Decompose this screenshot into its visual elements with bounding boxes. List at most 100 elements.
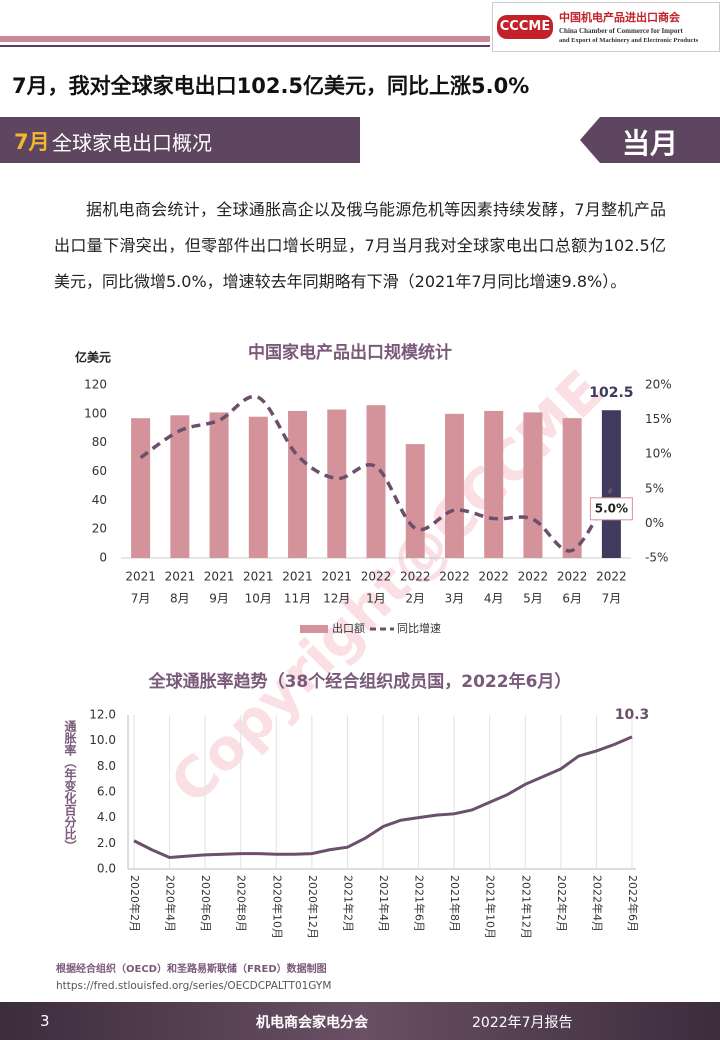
paragraph: 据机电商会统计，全球通胀高企以及俄乌能源危机等因素持续发酵，7月整机产品出口量下… xyxy=(54,200,666,291)
x-tick-label: 2021年2月 xyxy=(341,875,355,932)
x-tick-label: 2021 xyxy=(125,570,156,584)
bar xyxy=(131,418,151,558)
x-tick-label: 2020年8月 xyxy=(235,875,249,932)
x-tick-label: 11月 xyxy=(284,592,311,606)
x-tick-label: 2021年8月 xyxy=(448,875,462,932)
bar xyxy=(209,412,229,558)
section-banner: 7月 全球家电出口概况 xyxy=(0,117,360,163)
x-tick-label: 2022 xyxy=(557,570,588,584)
value-label-box xyxy=(589,497,633,521)
x-tick-label: 1月 xyxy=(366,592,386,606)
legend-swatch xyxy=(300,625,328,633)
y2-tick-label: 0% xyxy=(645,516,664,530)
bar xyxy=(523,412,543,558)
x-tick-label: 7月 xyxy=(602,592,622,606)
y-tick-label: 12.0 xyxy=(89,708,116,722)
x-tick-label: 2月 xyxy=(405,592,425,606)
x-tick-label: 2022年4月 xyxy=(590,875,604,932)
x-tick-label: 2022年2月 xyxy=(555,875,569,932)
x-tick-label: 2020年4月 xyxy=(164,875,178,932)
x-tick-label: 6月 xyxy=(562,592,582,606)
y-tick-label: 6.0 xyxy=(97,785,116,799)
x-tick-label: 2020年12月 xyxy=(306,875,320,939)
value-label: 5.0% xyxy=(595,501,628,515)
y2-tick-label: -5% xyxy=(645,551,668,565)
header-bar xyxy=(0,36,490,42)
y2-tick-label: 15% xyxy=(645,412,672,426)
x-tick-label: 2021 xyxy=(243,570,274,584)
footer-report: 2022年7月报告 xyxy=(472,1015,573,1031)
value-label: 102.5 xyxy=(589,385,633,401)
y-tick-label: 4.0 xyxy=(97,810,116,824)
y-tick-label: 2.0 xyxy=(97,836,116,850)
x-tick-label: 8月 xyxy=(170,592,190,606)
x-tick-label: 2022 xyxy=(361,570,392,584)
bar xyxy=(405,444,425,558)
bar xyxy=(327,409,347,558)
x-tick-label: 7月 xyxy=(131,592,151,606)
org-en: and Export of Machinery and Electronic P… xyxy=(559,37,699,44)
x-tick-label: 2022 xyxy=(518,570,549,584)
bar xyxy=(248,416,268,558)
y-axis-label: 通胀率（年变化百分比） xyxy=(63,719,77,852)
y-tick-label: 20 xyxy=(92,522,107,536)
page-number: 3 xyxy=(40,1012,50,1030)
chart-title: 中国家电产品出口规模统计 xyxy=(248,342,452,363)
header-bar xyxy=(0,45,490,47)
x-tick-label: 2021年12月 xyxy=(519,875,533,939)
y-tick-label: 40 xyxy=(92,493,107,507)
y2-tick-label: 10% xyxy=(645,447,672,461)
x-tick-label: 2020年6月 xyxy=(199,875,213,932)
legend-label: 出口额 xyxy=(332,621,365,635)
x-tick-label: 2021 xyxy=(165,570,196,584)
section-highlight: 7月 xyxy=(14,130,50,154)
y-tick-label: 60 xyxy=(92,464,107,478)
x-tick-label: 2020年2月 xyxy=(128,875,142,932)
source-url: https://fred.stlouisfed.org/series/OECDC… xyxy=(56,980,332,992)
x-tick-label: 2021年4月 xyxy=(377,875,391,932)
org-cn: 中国机电产品进出口商会 xyxy=(559,11,680,24)
y2-tick-label: 20% xyxy=(645,378,672,392)
footer: 3 机电商会家电分会 2022年7月报告 xyxy=(0,1002,720,1040)
bar xyxy=(484,410,504,558)
y-tick-label: 100 xyxy=(84,406,107,420)
bar xyxy=(601,410,621,558)
section-text: 全球家电出口概况 xyxy=(52,131,212,155)
bar xyxy=(288,410,308,558)
x-tick-label: 2021年6月 xyxy=(413,875,427,932)
x-tick-label: 4月 xyxy=(484,592,504,606)
y-tick-label: 120 xyxy=(84,378,107,392)
page-title: 7月，我对全球家电出口102.5亿美元，同比上涨5.0% xyxy=(12,74,530,98)
chart-title: 全球通胀率趋势（38个经合组织成员国，2022年6月） xyxy=(148,671,572,692)
y-tick-label: 8.0 xyxy=(97,759,116,773)
x-tick-label: 2021年10月 xyxy=(484,875,498,939)
x-tick-label: 10月 xyxy=(245,592,272,606)
bar xyxy=(444,413,464,558)
x-tick-label: 2022 xyxy=(596,570,627,584)
bar xyxy=(562,418,582,558)
y2-tick-label: 5% xyxy=(645,481,664,495)
x-tick-label: 2022 xyxy=(478,570,509,584)
logo: CCCME xyxy=(497,15,553,39)
x-tick-label: 2022 xyxy=(400,570,431,584)
tag-text: 当月 xyxy=(622,127,679,160)
x-tick-label: 12月 xyxy=(323,592,350,606)
section-tag: 当月 xyxy=(580,117,720,163)
x-tick-label: 5月 xyxy=(523,592,543,606)
y-tick-label: 10.0 xyxy=(89,733,116,747)
line xyxy=(133,735,633,859)
x-tick-label: 2021 xyxy=(204,570,235,584)
x-tick-label: 2022 xyxy=(439,570,470,584)
footer-org: 机电商会家电分会 xyxy=(256,1015,368,1031)
x-tick-label: 3月 xyxy=(445,592,465,606)
x-tick-label: 2021 xyxy=(282,570,313,584)
bar xyxy=(170,415,190,558)
x-tick-label: 9月 xyxy=(209,592,229,606)
y-tick-label: 80 xyxy=(92,435,107,449)
value-label: 10.3 xyxy=(615,707,650,723)
y-tick-label: 0.0 xyxy=(97,862,116,876)
x-tick-label: 2020年10月 xyxy=(270,875,284,939)
source-note: 根据经合组织（OECD）和圣路易斯联储（FRED）数据制图 xyxy=(56,964,327,975)
y-axis-label: 亿美元 xyxy=(75,350,111,365)
